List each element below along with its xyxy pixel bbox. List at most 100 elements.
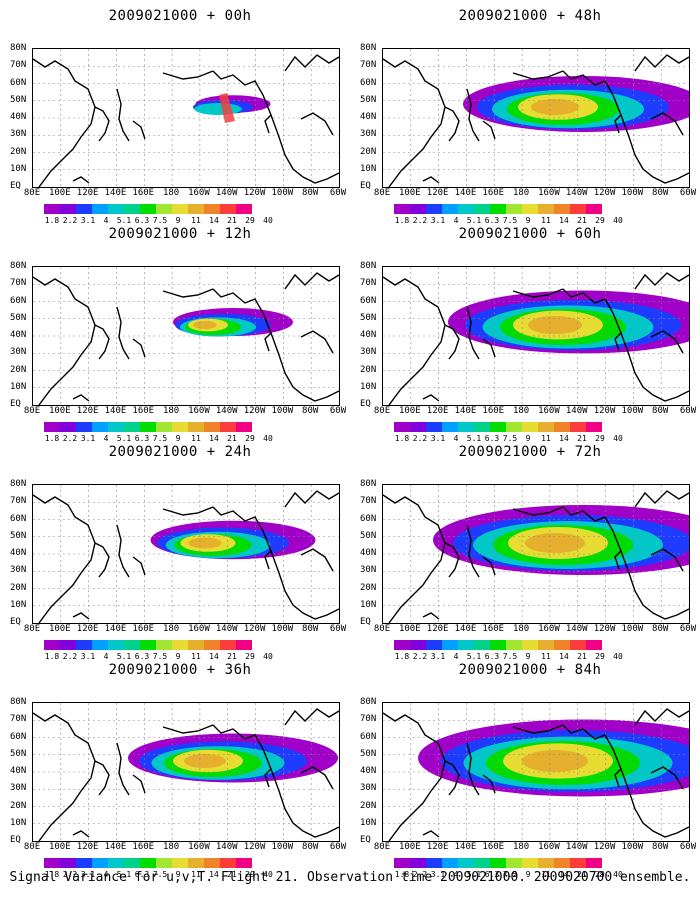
latitude-label: 10N [10, 599, 27, 610]
longitude-label: 180 [512, 842, 530, 852]
longitude-label: 100W [621, 188, 644, 198]
latitude-label: 70N [10, 278, 27, 289]
coastline [614, 114, 622, 134]
colorbar-swatch [394, 858, 410, 868]
longitude-label: 160W [188, 188, 210, 198]
colorbar-label: 11 [541, 870, 551, 879]
longitude-label: 100W [621, 406, 644, 416]
colorbar-swatch [586, 858, 602, 868]
panel-title: 2009021000 + 84h [458, 662, 602, 678]
latitude-label: 60N [360, 295, 377, 306]
colorbar-swatch [394, 204, 410, 214]
colorbar-label: 6.3 [134, 652, 150, 661]
longitude-label: 120E [76, 406, 99, 416]
colorbar-label: 21 [227, 216, 237, 225]
latitude-label: 70N [360, 714, 377, 725]
panel-title: 2009021000 + 36h [108, 662, 252, 678]
coastline [162, 70, 214, 80]
latitude-label: EQ [10, 181, 21, 191]
longitude-label: 140W [215, 842, 238, 852]
colorbar-label: 1.8 [44, 216, 60, 225]
coastline [264, 332, 272, 352]
colorbar-swatch [124, 422, 140, 432]
variance-map [32, 266, 340, 406]
longitude-label: 120E [426, 624, 449, 634]
colorbar-label: 3.1 [80, 652, 96, 661]
colorbar [394, 204, 602, 214]
colorbar-label: 5.1 [466, 870, 482, 879]
colorbar-label: 29 [245, 216, 255, 225]
longitude-label: 80E [23, 406, 41, 416]
coastline [634, 708, 689, 726]
latitude-label: 30N [360, 783, 377, 794]
coastline [94, 106, 110, 142]
longitude-label: 160E [132, 624, 155, 634]
colorbar-swatch [124, 858, 140, 868]
longitude-label: 100E [48, 624, 71, 634]
coastline [482, 774, 496, 794]
longitude-label: 80E [23, 842, 41, 852]
colorbar-label: 21 [227, 652, 237, 661]
coastline [212, 506, 339, 620]
latitude-label: 60N [10, 513, 27, 524]
coastline [300, 112, 334, 136]
variance-field-contour [193, 321, 217, 329]
coastline [33, 276, 96, 405]
latitude-label: 60N [360, 77, 377, 88]
forecast-panel: 2009021000 + 24h 80N 70N 60N 50N 40N 30N 20N 10N… [10, 444, 350, 661]
latitude-label: 40N [360, 548, 377, 558]
coastline [284, 54, 339, 72]
longitude-label: 100E [48, 842, 71, 852]
colorbar-swatch [108, 858, 124, 868]
colorbar-swatch [76, 858, 92, 868]
coastline [300, 330, 334, 354]
forecast-panel: 2009021000 + 12h 80N 70N 60N 50N 40N 30N 20N 10N… [10, 226, 350, 443]
colorbar-swatch [124, 640, 140, 650]
colorbar-label: 3.1 [430, 216, 446, 225]
colorbar-label: 14 [209, 216, 219, 225]
colorbar-label: 14 [559, 216, 569, 225]
coastline [300, 548, 334, 572]
variance-field-contour [194, 103, 242, 115]
colorbar-label: 29 [595, 652, 605, 661]
variance-field-contour [531, 99, 579, 115]
latitude-label: 80N [10, 479, 27, 489]
forecast-panel: 2009021000 + 00h 80N 70N 60N 50N 40N 30N 20N 10N… [10, 8, 350, 225]
colorbar [394, 422, 602, 432]
colorbar-swatch [44, 204, 60, 214]
colorbar-swatch [426, 422, 442, 432]
longitude-label: 100W [271, 188, 294, 198]
colorbar-swatch [140, 858, 156, 868]
colorbar-label: 6.3 [484, 870, 500, 879]
longitude-label: 80W [652, 624, 669, 634]
longitude-label: 160E [482, 624, 505, 634]
latitude-label: EQ [10, 399, 21, 409]
latitude-label: 20N [360, 146, 377, 157]
panel-title: 2009021000 + 00h [108, 8, 252, 24]
longitude-label: 100W [271, 406, 294, 416]
colorbar-swatch [522, 422, 538, 432]
latitude-label: 10N [360, 163, 377, 174]
colorbar-label: 7.5 [502, 652, 518, 661]
colorbar-label: 9 [525, 434, 531, 443]
latitude-label: 20N [10, 146, 27, 157]
panel-title: 2009021000 + 12h [108, 226, 252, 242]
coastline [162, 288, 214, 298]
coastline [444, 106, 460, 142]
colorbar-swatch [490, 858, 506, 868]
longitude-label: 140E [104, 624, 127, 634]
longitude-label: 140E [104, 842, 127, 852]
colorbar-swatch [586, 640, 602, 650]
colorbar-label: 3.1 [430, 434, 446, 443]
colorbar-swatch [60, 422, 76, 432]
colorbar-label: 14 [559, 652, 569, 661]
colorbar-label: 9 [525, 652, 531, 661]
colorbar-label: 29 [245, 870, 255, 879]
colorbar-swatch [204, 640, 220, 650]
latitude-label: 10N [10, 817, 27, 828]
colorbar-swatch [570, 640, 586, 650]
latitude-label: 40N [360, 766, 377, 776]
colorbar-swatch [538, 204, 554, 214]
latitude-label: 80N [10, 261, 27, 271]
colorbar-label: 6.3 [134, 216, 150, 225]
